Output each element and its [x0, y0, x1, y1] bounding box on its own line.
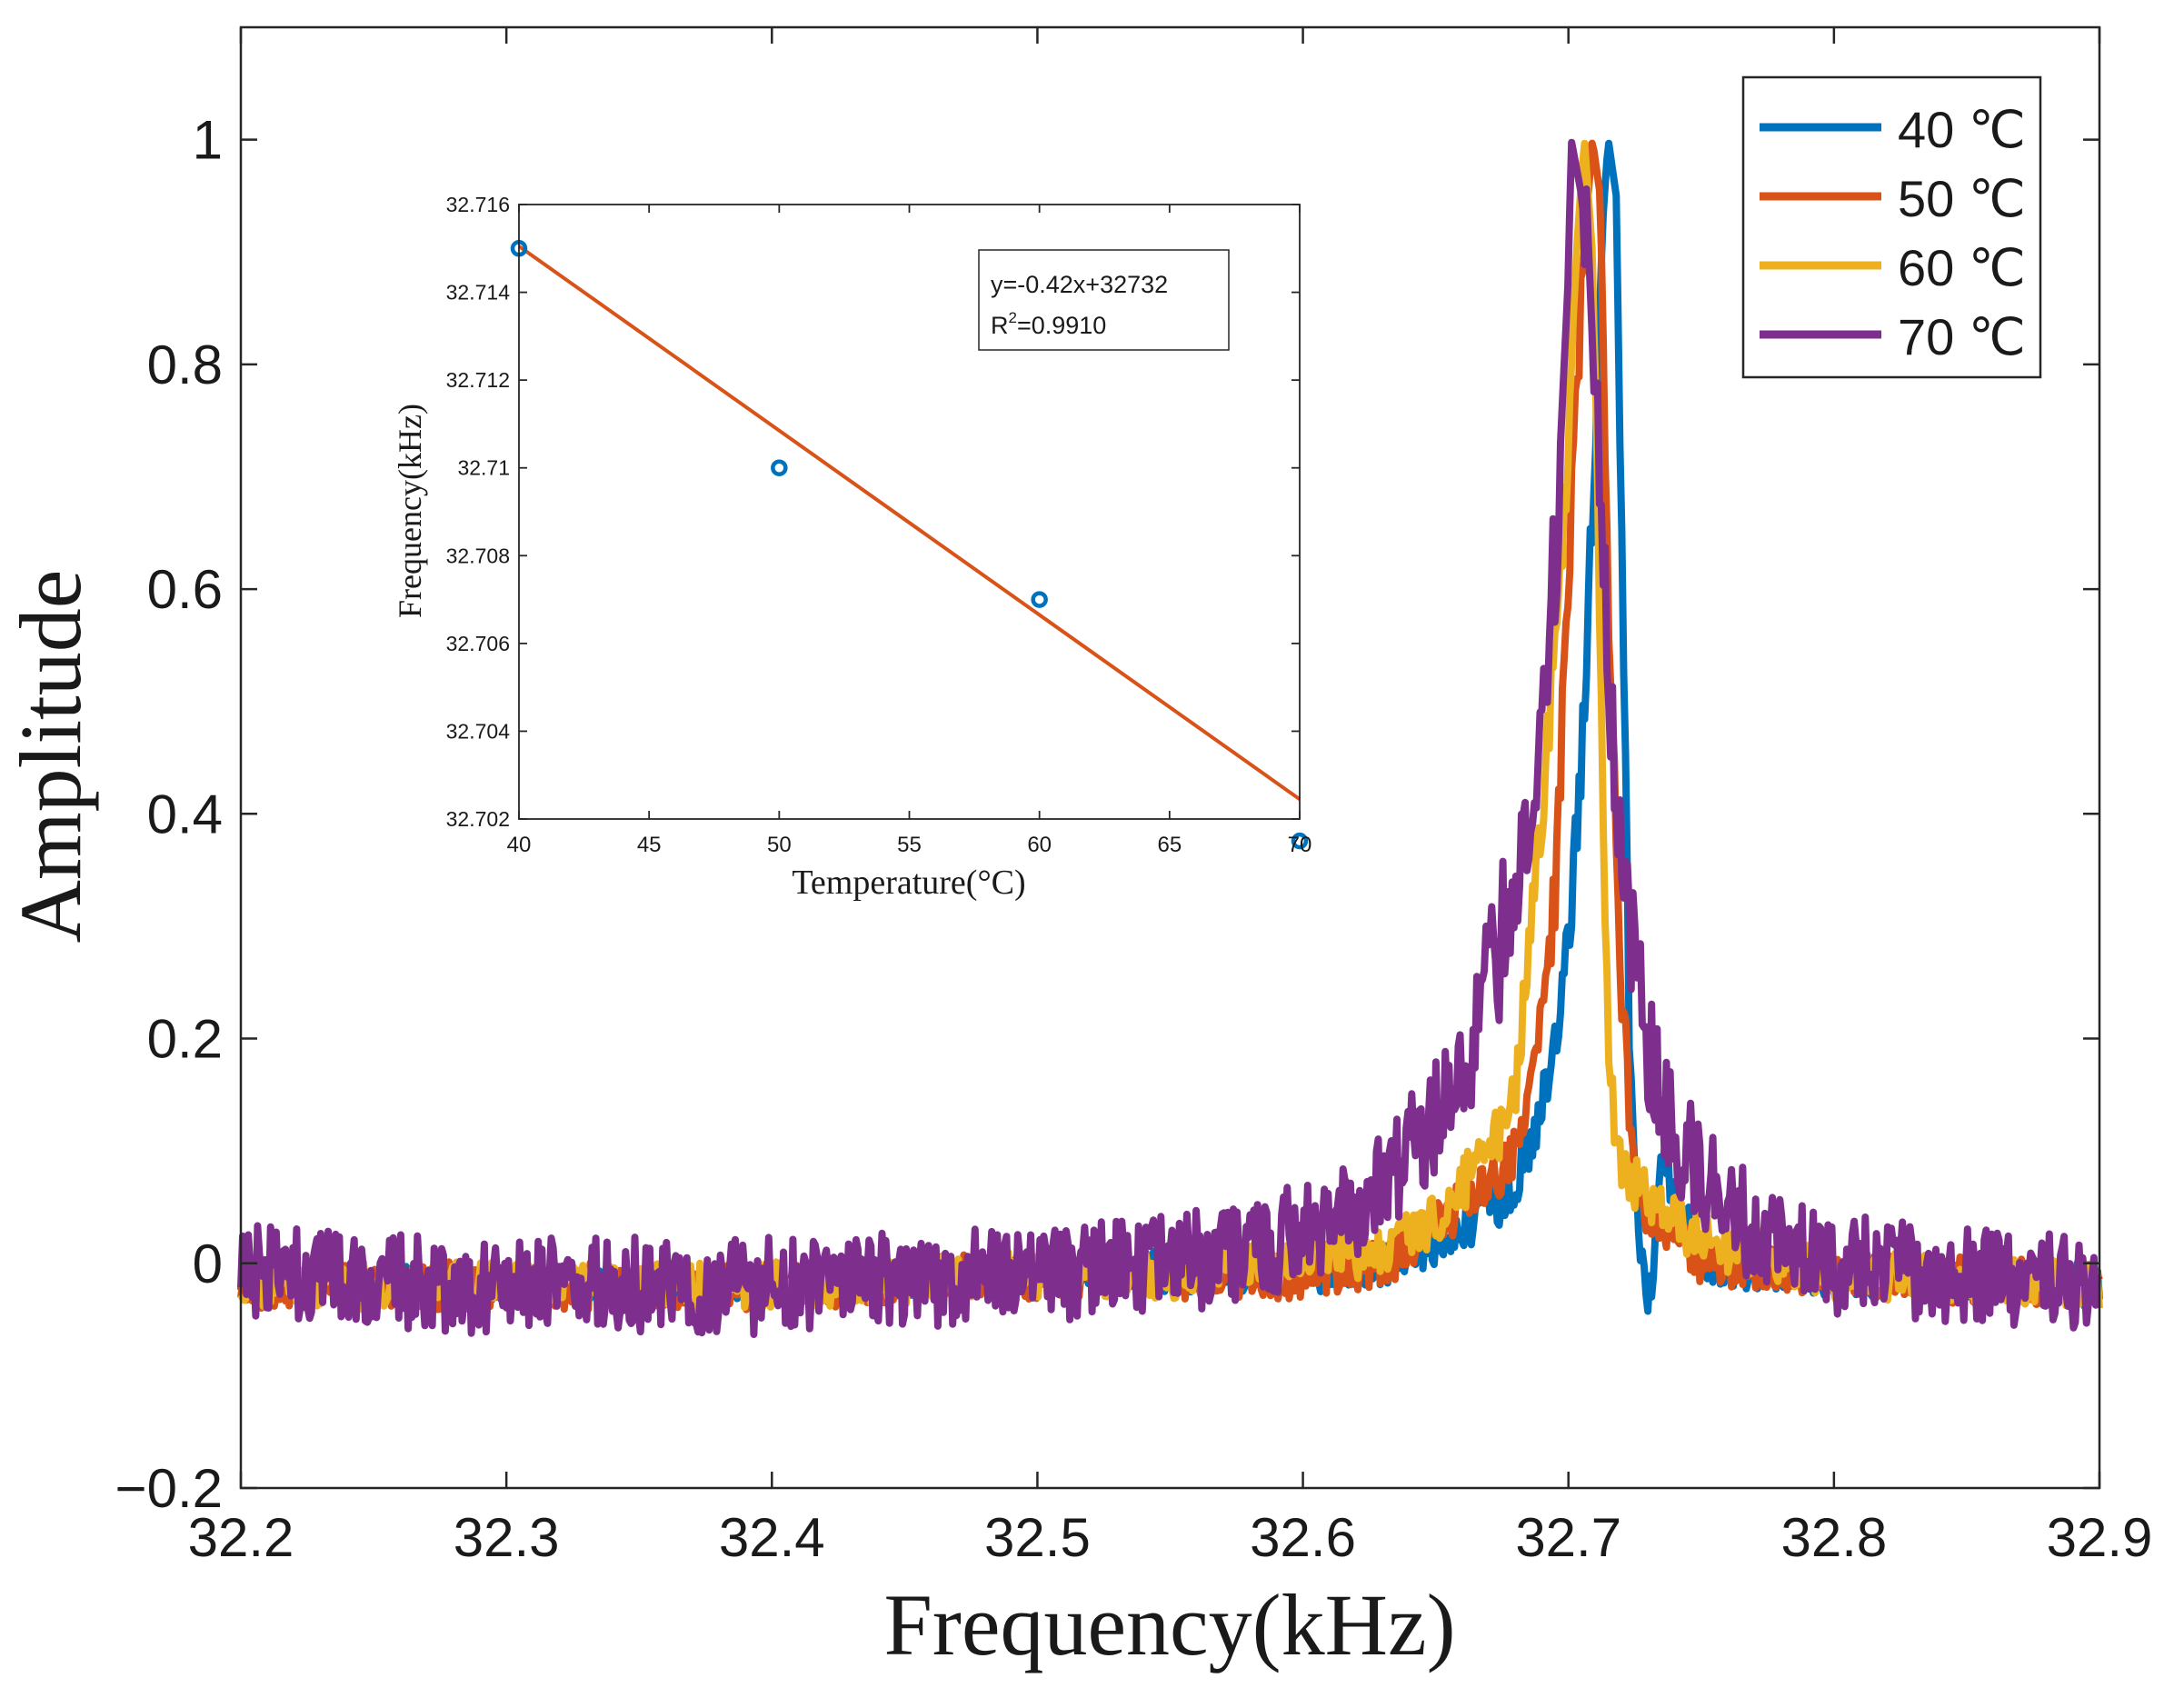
main-plot-frame: [239, 25, 2101, 1490]
x-tick-label: 32.8: [1780, 1507, 1887, 1568]
inset-y-axis-label: Frequency(kHz): [392, 404, 428, 618]
spectrum-traces: [237, 138, 2103, 1338]
inset-x-tick-label: 70: [1288, 833, 1312, 857]
inset-content: [510, 240, 1309, 850]
series-line-4: [237, 138, 2102, 1338]
inset-y-tick-label: 32.714: [446, 281, 511, 305]
inset-x-tick-label: 45: [637, 833, 662, 857]
x-tick-label: 32.9: [2047, 1507, 2153, 1568]
fit-equation: y=-0.42x+32732: [991, 271, 1168, 298]
y-tick-label: 0: [193, 1234, 223, 1294]
y-tick-label: 0.8: [147, 335, 223, 395]
inset-axes-ticks: 40 45 50 55 60 65 70 32.702 32.704 32.706 32.708 32…: [446, 193, 1312, 857]
inset-x-tick-label: 65: [1157, 833, 1182, 857]
x-tick-label: 32.2: [188, 1507, 294, 1568]
main-axes-ticks: 32.2 32.3 32.4 32.5 32.6 32.7 32.8 32.9 −0.2 0 0.2…: [115, 27, 2153, 1568]
inset-y-tick-label: 32.712: [446, 368, 510, 392]
legend-label: 50 ℃: [1898, 170, 2026, 227]
x-tick-label: 32.7: [1515, 1507, 1621, 1568]
inset-x-tick-label: 60: [1027, 833, 1052, 857]
data-point: [771, 459, 788, 476]
y-tick-label: 1: [193, 110, 223, 171]
inset-y-tick-label: 32.71: [457, 456, 510, 480]
x-tick-label: 32.6: [1250, 1507, 1356, 1568]
data-point: [1291, 832, 1309, 850]
y-tick-label: −0.2: [115, 1458, 223, 1519]
fit-r-squared: R2=0.9910: [991, 309, 1106, 339]
inset-x-tick-label: 50: [767, 833, 792, 857]
y-tick-label: 0.2: [147, 1009, 223, 1070]
inset-y-tick-label: 32.702: [446, 807, 510, 831]
fit-line: [517, 245, 1301, 801]
legend: 40 ℃ 50 ℃ 60 ℃ 70 ℃: [1741, 75, 2042, 379]
inset-x-tick-label: 55: [897, 833, 922, 857]
fit-annotation-box: [978, 249, 1230, 351]
legend-label: 40 ℃: [1898, 101, 2026, 158]
main-x-axis-label: Frequency(kHz): [883, 1576, 1455, 1673]
legend-label: 60 ℃: [1898, 239, 2026, 296]
x-tick-label: 32.5: [984, 1507, 1091, 1568]
inset-y-tick-label: 32.704: [446, 719, 511, 743]
main-y-axis-label: Amplitude: [2, 570, 99, 944]
x-tick-label: 32.4: [719, 1507, 825, 1568]
inset-y-tick-label: 32.716: [446, 193, 510, 216]
inset-x-axis-label: Temperature(°C): [792, 864, 1025, 902]
x-tick-label: 32.3: [454, 1507, 560, 1568]
legend-label: 70 ℃: [1898, 308, 2026, 365]
y-tick-label: 0.4: [147, 784, 223, 844]
inset-x-tick-label: 40: [507, 833, 532, 857]
y-tick-label: 0.6: [147, 559, 223, 620]
data-point: [1031, 591, 1048, 608]
inset-y-tick-label: 32.708: [446, 544, 510, 567]
inset-y-tick-label: 32.706: [446, 632, 510, 655]
